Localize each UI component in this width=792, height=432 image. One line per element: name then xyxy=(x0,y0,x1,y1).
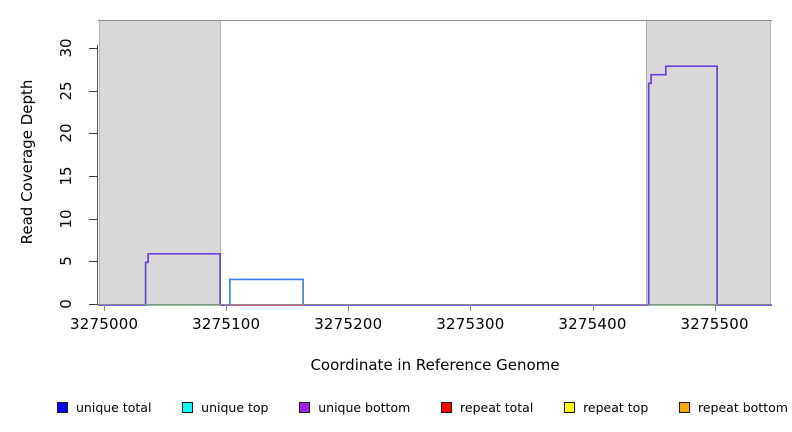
legend-label-repeat-top: repeat top xyxy=(583,399,649,415)
legend-label-unique-bottom: unique bottom xyxy=(318,399,411,415)
series-unique-total-coverage-blue-box xyxy=(229,278,304,305)
legend-label-repeat-total: repeat total xyxy=(460,399,534,415)
highlight-region-2 xyxy=(646,21,771,305)
y-tick-30 xyxy=(89,48,97,50)
x-axis-line xyxy=(98,304,772,305)
x-tick-3275400 xyxy=(592,305,594,311)
legend-swatch-repeat-bottom xyxy=(679,401,690,413)
y-tick-label-20: 20 xyxy=(57,123,75,143)
legend-label-unique-top: unique top xyxy=(201,399,269,415)
x-tick-label-3275400: 3275400 xyxy=(558,315,627,333)
y-axis-line xyxy=(97,45,98,305)
y-tick-label-0: 0 xyxy=(57,299,75,309)
legend-item-repeat-top: repeat top xyxy=(564,400,648,415)
x-tick-3275200 xyxy=(348,305,350,311)
y-tick-label-5: 5 xyxy=(57,256,75,267)
y-tick-25 xyxy=(89,90,97,92)
legend-item-unique-bottom: unique bottom xyxy=(299,400,410,415)
x-tick-3275300 xyxy=(470,305,472,311)
x-tick-3275100 xyxy=(226,305,228,311)
legend-swatch-unique-total xyxy=(57,401,68,413)
y-tick-10 xyxy=(89,218,97,220)
legend-swatch-repeat-total xyxy=(441,401,453,413)
legend-swatch-unique-top xyxy=(182,401,194,413)
x-tick-3275500 xyxy=(714,305,716,311)
x-axis-title: Coordinate in Reference Genome xyxy=(310,356,560,374)
x-tick-label-3275300: 3275300 xyxy=(436,315,505,333)
plot-area xyxy=(98,20,772,306)
y-tick-5 xyxy=(89,261,97,263)
x-tick-label-3275200: 3275200 xyxy=(314,315,383,333)
x-tick-label-3275500: 3275500 xyxy=(680,315,749,333)
legend-item-unique-top: unique top xyxy=(182,400,268,415)
legend: unique total unique top unique bottom repea… xyxy=(0,397,792,417)
y-tick-label-15: 15 xyxy=(57,166,75,186)
x-tick-label-3275000: 3275000 xyxy=(69,315,139,333)
highlight-region-1 xyxy=(99,21,222,305)
x-tick-3275000 xyxy=(104,305,106,311)
legend-item-unique-total: unique total xyxy=(57,400,151,415)
y-axis-title: Read Coverage Depth xyxy=(18,79,36,245)
legend-swatch-unique-bottom xyxy=(299,401,311,413)
x-tick-label-3275100: 3275100 xyxy=(192,315,261,333)
y-tick-label-30: 30 xyxy=(57,38,75,58)
y-tick-15 xyxy=(89,176,97,178)
y-tick-20 xyxy=(89,133,97,135)
legend-label-unique-total: unique total xyxy=(76,399,152,415)
coverage-series-layer xyxy=(98,65,772,306)
legend-item-repeat-total: repeat total xyxy=(441,400,533,415)
y-tick-0 xyxy=(89,304,97,305)
y-tick-label-25: 25 xyxy=(57,81,75,101)
legend-label-repeat-bottom: repeat bottom xyxy=(698,399,788,415)
legend-swatch-repeat-top xyxy=(564,401,576,413)
y-tick-label-10: 10 xyxy=(57,209,75,229)
series-unique-bottom-coverage-purple-line xyxy=(98,65,772,306)
legend-item-repeat-bottom: repeat bottom xyxy=(679,400,788,415)
